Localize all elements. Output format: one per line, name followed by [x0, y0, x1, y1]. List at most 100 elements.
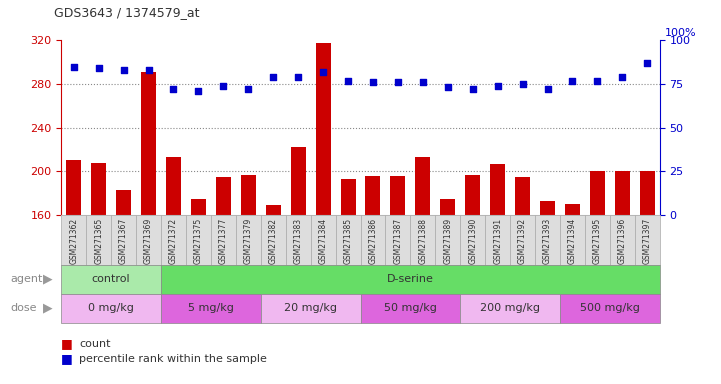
Bar	[161, 265, 660, 294]
Bar	[166, 157, 181, 215]
Bar	[441, 199, 455, 215]
Text: 5 mg/kg: 5 mg/kg	[188, 303, 234, 313]
Text: agent: agent	[11, 274, 43, 285]
Bar	[634, 215, 660, 265]
Bar	[286, 215, 311, 265]
Text: GSM271390: GSM271390	[468, 217, 477, 264]
Point	[193, 88, 204, 94]
Text: GSM271384: GSM271384	[319, 217, 327, 264]
Point	[218, 83, 229, 89]
Text: GSM271379: GSM271379	[244, 217, 253, 264]
Bar	[510, 215, 535, 265]
Text: GSM271386: GSM271386	[368, 217, 378, 264]
Bar	[386, 215, 410, 265]
Bar	[241, 175, 256, 215]
Text: dose: dose	[11, 303, 37, 313]
Text: GSM271385: GSM271385	[343, 217, 353, 264]
Point	[467, 86, 479, 92]
Bar	[415, 157, 430, 215]
Bar	[261, 215, 286, 265]
Bar	[391, 176, 405, 215]
Bar	[560, 294, 660, 323]
Point	[93, 65, 105, 71]
Bar	[236, 215, 261, 265]
Bar	[435, 215, 460, 265]
Text: GSM271383: GSM271383	[293, 217, 303, 264]
Text: GSM271382: GSM271382	[269, 217, 278, 263]
Bar	[410, 215, 435, 265]
Point	[143, 67, 154, 73]
Point	[642, 60, 653, 66]
Bar	[460, 215, 485, 265]
Bar	[66, 161, 81, 215]
Text: GSM271367: GSM271367	[119, 217, 128, 264]
Bar	[360, 294, 460, 323]
Text: GSM271365: GSM271365	[94, 217, 103, 264]
Point	[392, 79, 404, 85]
Point	[541, 86, 553, 92]
Point	[267, 74, 279, 80]
Text: GSM271362: GSM271362	[69, 217, 79, 264]
Bar	[590, 171, 605, 215]
Bar	[266, 205, 280, 215]
Bar	[615, 171, 630, 215]
Bar	[360, 215, 386, 265]
Bar	[610, 215, 634, 265]
Text: GSM271391: GSM271391	[493, 217, 502, 264]
Text: D-serine: D-serine	[387, 274, 434, 285]
Text: ■: ■	[61, 337, 73, 350]
Text: GSM271393: GSM271393	[543, 217, 552, 264]
Text: ■: ■	[61, 353, 73, 366]
Text: 200 mg/kg: 200 mg/kg	[480, 303, 540, 313]
Bar	[485, 215, 510, 265]
Bar	[366, 176, 381, 215]
Bar	[87, 215, 111, 265]
Bar	[161, 215, 186, 265]
Bar	[490, 164, 505, 215]
Bar	[191, 199, 206, 215]
Bar	[460, 294, 560, 323]
Bar	[291, 147, 306, 215]
Point	[492, 83, 503, 89]
Bar	[61, 215, 87, 265]
Bar	[186, 215, 211, 265]
Point	[342, 78, 354, 84]
Point	[417, 79, 428, 85]
Bar	[565, 204, 580, 215]
Point	[168, 86, 180, 92]
Bar	[116, 190, 131, 215]
Text: GSM271395: GSM271395	[593, 217, 602, 264]
Text: GSM271396: GSM271396	[618, 217, 627, 264]
Text: GSM271397: GSM271397	[642, 217, 652, 264]
Text: GSM271387: GSM271387	[394, 217, 402, 264]
Bar	[465, 175, 480, 215]
Bar	[61, 265, 161, 294]
Bar	[111, 215, 136, 265]
Bar	[585, 215, 610, 265]
Text: percentile rank within the sample: percentile rank within the sample	[79, 354, 267, 364]
Point	[367, 79, 379, 85]
Text: GSM271377: GSM271377	[219, 217, 228, 264]
Point	[293, 74, 304, 80]
Text: GSM271372: GSM271372	[169, 217, 178, 264]
Bar	[91, 163, 106, 215]
Text: GSM271394: GSM271394	[568, 217, 577, 264]
Bar	[316, 43, 330, 215]
Text: 500 mg/kg: 500 mg/kg	[580, 303, 640, 313]
Text: 20 mg/kg: 20 mg/kg	[284, 303, 337, 313]
Text: ▶: ▶	[43, 302, 53, 314]
Bar	[640, 171, 655, 215]
Text: ▶: ▶	[43, 273, 53, 286]
Bar	[141, 72, 156, 215]
Bar	[335, 215, 360, 265]
Bar	[261, 294, 360, 323]
Bar	[560, 215, 585, 265]
Bar	[515, 177, 530, 215]
Text: 50 mg/kg: 50 mg/kg	[384, 303, 437, 313]
Point	[592, 78, 603, 84]
Text: GSM271389: GSM271389	[443, 217, 452, 264]
Point	[317, 69, 329, 75]
Point	[442, 84, 454, 91]
Bar	[211, 215, 236, 265]
Point	[517, 81, 528, 87]
